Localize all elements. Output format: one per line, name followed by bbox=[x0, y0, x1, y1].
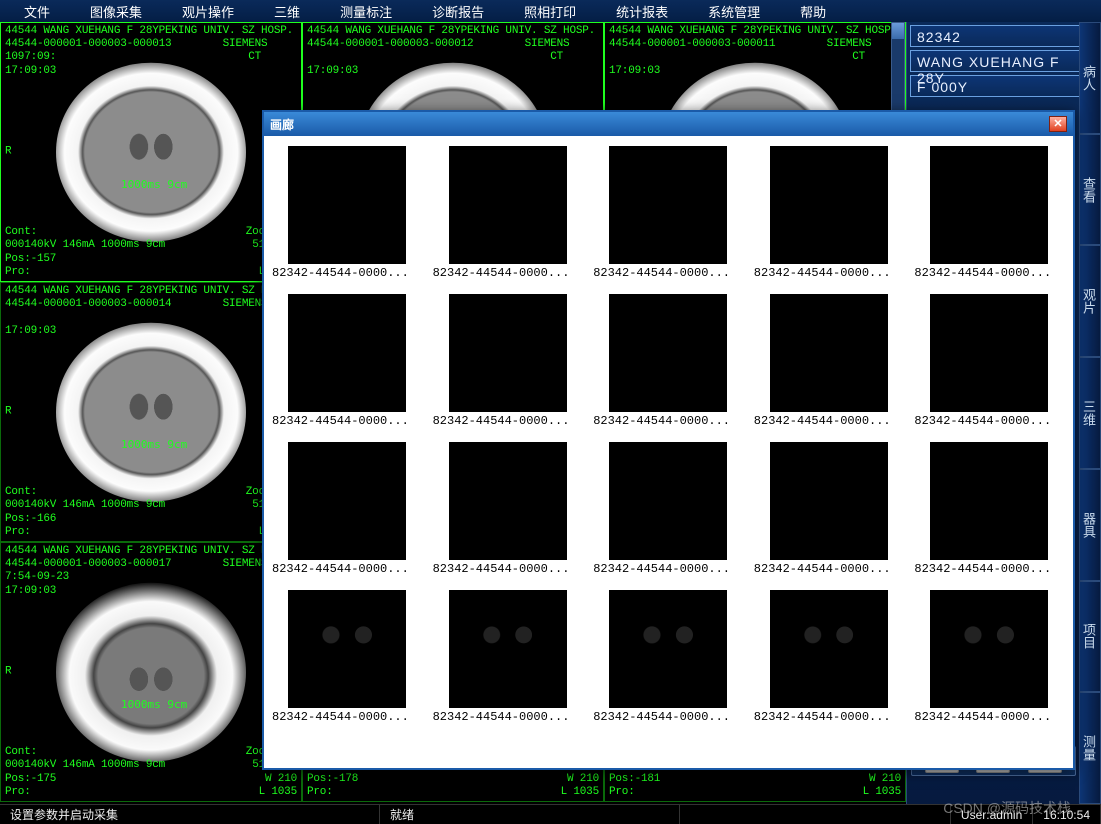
thumbnail[interactable]: 82342-44544-0000... bbox=[431, 146, 585, 288]
thumbnail[interactable]: 82342-44544-0000... bbox=[752, 442, 906, 584]
viewport-0[interactable]: 44544 WANG XUEHANG F 28YPEKING UNIV. SZ … bbox=[0, 22, 302, 282]
thumbnail[interactable]: 82342-44544-0000... bbox=[270, 442, 424, 584]
status-left: 设置参数并启动采集 bbox=[0, 805, 380, 824]
thumbnail[interactable]: 82342-44544-0000... bbox=[591, 590, 745, 732]
thumbnail-label: 82342-44544-0000... bbox=[270, 264, 424, 288]
thumbnail-label: 82342-44544-0000... bbox=[270, 708, 424, 732]
overlay-topleft: 44544 WANG XUEHANG F 28YPEKING UNIV. SZ … bbox=[307, 25, 595, 78]
side-tab-1[interactable]: 查看 bbox=[1079, 134, 1101, 246]
thumbnail[interactable]: 82342-44544-0000... bbox=[591, 146, 745, 288]
overlay-midleft: R bbox=[5, 145, 11, 158]
status-user: User:admin bbox=[951, 805, 1033, 824]
side-tab-2[interactable]: 观片 bbox=[1079, 245, 1101, 357]
side-tab-3[interactable]: 三维 bbox=[1079, 357, 1101, 469]
thumbnail[interactable]: 82342-44544-0000... bbox=[752, 590, 906, 732]
thumbnail-label: 82342-44544-0000... bbox=[270, 412, 424, 436]
overlay-bottomleft: Cont:000140kV 146mA 1000ms 9cmPos:-157Pr… bbox=[5, 226, 165, 279]
viewport-6[interactable]: 44544 WANG XUEHANG F 28YPEKING UNIV. SZ … bbox=[0, 542, 302, 802]
side-tab-4[interactable]: 器具 bbox=[1079, 469, 1101, 581]
status-time: 16:10:54 bbox=[1033, 805, 1101, 824]
thumbnail[interactable]: 82342-44544-0000... bbox=[752, 294, 906, 436]
patient-id: 82342 bbox=[910, 25, 1098, 47]
thumbnail[interactable]: 82342-44544-0000... bbox=[431, 294, 585, 436]
menu-item-3[interactable]: 三维 bbox=[254, 2, 320, 21]
status-fill bbox=[680, 805, 951, 824]
overlay-midleft: R bbox=[5, 405, 11, 418]
overlay-midleft: R bbox=[5, 665, 11, 678]
menubar: 文件图像采集观片操作三维测量标注诊断报告照相打印统计报表系统管理帮助 bbox=[0, 0, 1101, 22]
thumbnail-label: 82342-44544-0000... bbox=[912, 560, 1066, 584]
status-middle: 就绪 bbox=[380, 805, 680, 824]
thumbnail[interactable]: 82342-44544-0000... bbox=[270, 294, 424, 436]
thumbnail-label: 82342-44544-0000... bbox=[912, 708, 1066, 732]
thumbnail[interactable]: 82342-44544-0000... bbox=[912, 294, 1066, 436]
menu-item-6[interactable]: 照相打印 bbox=[504, 2, 596, 21]
scrollbar-thumb[interactable] bbox=[892, 23, 904, 39]
thumbnail-label: 82342-44544-0000... bbox=[752, 264, 906, 288]
thumbnail-label: 82342-44544-0000... bbox=[591, 412, 745, 436]
thumbnail[interactable]: 82342-44544-0000... bbox=[752, 146, 906, 288]
thumbnail[interactable]: 82342-44544-0000... bbox=[912, 442, 1066, 584]
thumbnail-label: 82342-44544-0000... bbox=[591, 708, 745, 732]
thumbnail-label: 82342-44544-0000... bbox=[912, 264, 1066, 288]
thumbnail[interactable]: 82342-44544-0000... bbox=[591, 294, 745, 436]
overlay-bottomleft: Cont:000140kV 146mA 1000ms 9cmPos:-166Pr… bbox=[5, 486, 165, 539]
thumbnail-label: 82342-44544-0000... bbox=[591, 560, 745, 584]
menu-item-8[interactable]: 系统管理 bbox=[688, 2, 780, 21]
gallery-dialog[interactable]: 画廊 ✕ 82342-44544-0000...82342-44544-0000… bbox=[262, 110, 1075, 770]
patient-series: F 000Y bbox=[910, 75, 1098, 97]
menu-item-0[interactable]: 文件 bbox=[4, 2, 70, 21]
thumbnail-label: 82342-44544-0000... bbox=[431, 708, 585, 732]
overlay-topleft: 44544 WANG XUEHANG F 28YPEKING UNIV. SZ … bbox=[5, 25, 293, 78]
thumbnail-label: 82342-44544-0000... bbox=[431, 560, 585, 584]
overlay-bottomleft: Cont:000140kV 146mA 1000ms 9cmPos:-175Pr… bbox=[5, 746, 165, 799]
gallery-body: 82342-44544-0000...82342-44544-0000...82… bbox=[264, 136, 1073, 742]
thumbnail-label: 82342-44544-0000... bbox=[431, 264, 585, 288]
gallery-titlebar[interactable]: 画廊 ✕ bbox=[264, 112, 1073, 136]
thumbnail-label: 82342-44544-0000... bbox=[431, 412, 585, 436]
thumbnail[interactable]: 82342-44544-0000... bbox=[270, 590, 424, 732]
thumbnail-label: 82342-44544-0000... bbox=[752, 412, 906, 436]
patient-name: WANG XUEHANG F 28Y bbox=[910, 50, 1098, 72]
menu-item-5[interactable]: 诊断报告 bbox=[412, 2, 504, 21]
thumbnail-label: 82342-44544-0000... bbox=[270, 560, 424, 584]
gallery-title-text: 画廊 bbox=[270, 116, 294, 133]
overlay-topleft: 44544 WANG XUEHANG F 28YPEKING UNIV. SZ … bbox=[5, 285, 293, 338]
thumbnail[interactable]: 82342-44544-0000... bbox=[912, 590, 1066, 732]
statusbar: 设置参数并启动采集 就绪 User:admin 16:10:54 bbox=[0, 804, 1101, 824]
overlay-topleft: 44544 WANG XUEHANG F 28YPEKING UNIV. SZ … bbox=[609, 25, 897, 78]
menu-item-7[interactable]: 统计报表 bbox=[596, 2, 688, 21]
side-tab-0[interactable]: 病人 bbox=[1079, 22, 1101, 134]
thumbnail[interactable]: 82342-44544-0000... bbox=[431, 590, 585, 732]
menu-item-4[interactable]: 测量标注 bbox=[320, 2, 412, 21]
menu-item-1[interactable]: 图像采集 bbox=[70, 2, 162, 21]
thumbnail[interactable]: 82342-44544-0000... bbox=[591, 442, 745, 584]
viewport-3[interactable]: 44544 WANG XUEHANG F 28YPEKING UNIV. SZ … bbox=[0, 282, 302, 542]
thumbnail[interactable]: 82342-44544-0000... bbox=[912, 146, 1066, 288]
thumbnail-label: 82342-44544-0000... bbox=[591, 264, 745, 288]
thumbnail-label: 82342-44544-0000... bbox=[912, 412, 1066, 436]
thumbnail[interactable]: 82342-44544-0000... bbox=[431, 442, 585, 584]
overlay-topleft: 44544 WANG XUEHANG F 28YPEKING UNIV. SZ … bbox=[5, 545, 293, 598]
close-icon[interactable]: ✕ bbox=[1049, 116, 1067, 132]
thumbnail-label: 82342-44544-0000... bbox=[752, 560, 906, 584]
side-tabs: 病人查看观片三维器具项目测量 bbox=[1079, 22, 1101, 804]
menu-item-2[interactable]: 观片操作 bbox=[162, 2, 254, 21]
menu-item-9[interactable]: 帮助 bbox=[780, 2, 846, 21]
thumbnail-label: 82342-44544-0000... bbox=[752, 708, 906, 732]
thumbnail[interactable]: 82342-44544-0000... bbox=[270, 146, 424, 288]
side-tab-5[interactable]: 项目 bbox=[1079, 581, 1101, 693]
side-tab-6[interactable]: 测量 bbox=[1079, 692, 1101, 804]
